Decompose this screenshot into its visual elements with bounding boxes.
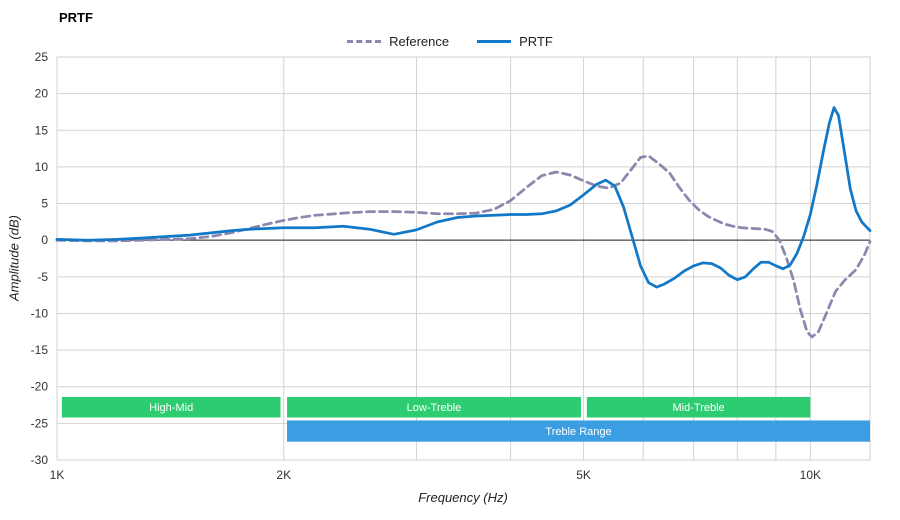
band-rect-treble-range	[287, 420, 870, 442]
series-line-reference	[55, 154, 872, 339]
y-tick-label: -20	[31, 380, 49, 394]
legend-label-reference: Reference	[389, 34, 450, 49]
y-tick-label: -10	[31, 306, 49, 320]
band-rect-high-mid	[61, 396, 281, 418]
y-axis-label: Amplitude (dB)	[6, 215, 22, 301]
y-tick-label: -25	[31, 416, 49, 430]
x-tick-label: 5K	[576, 468, 591, 482]
chart-title: PRTF	[59, 10, 93, 25]
y-tick-label: 25	[35, 50, 49, 64]
series-line-prtf	[55, 106, 872, 289]
legend-line-sample-prtf	[477, 40, 512, 43]
band-rect-mid-treble	[586, 396, 811, 418]
legend-label-prtf: PRTF	[519, 34, 553, 49]
x-axis-label: Frequency (Hz)	[418, 490, 508, 505]
y-tick-label: 10	[35, 160, 49, 174]
y-tick-label: -15	[31, 343, 49, 357]
x-tick-label: 2K	[276, 468, 291, 482]
chart-legend: Reference PRTF	[0, 34, 900, 49]
legend-item-prtf[interactable]: PRTF	[477, 34, 553, 49]
band-mid-treble: Mid-Treble	[586, 396, 811, 418]
y-tick-label: 5	[41, 197, 48, 211]
y-tick-label: 20	[35, 87, 49, 101]
legend-line-sample-reference	[347, 40, 382, 43]
band-high-mid: High-Mid	[61, 396, 281, 418]
x-tick-label: 1K	[50, 468, 65, 482]
band-label-mid-treble: Mid-Treble	[673, 402, 725, 414]
y-tick-label: -30	[31, 453, 49, 467]
plot-border	[56, 56, 871, 461]
band-label-high-mid: High-Mid	[149, 402, 193, 414]
y-tick-label: 15	[35, 123, 49, 137]
y-tick-label: 0	[41, 233, 48, 247]
band-low-treble: Low-Treble	[287, 396, 581, 418]
band-treble-range: Treble Range	[287, 420, 870, 442]
legend-item-reference[interactable]: Reference	[347, 34, 449, 49]
x-tick-label: 10K	[800, 468, 821, 482]
band-label-treble-range: Treble Range	[545, 426, 611, 438]
band-rect-low-treble	[287, 396, 581, 418]
band-label-low-treble: Low-Treble	[407, 402, 462, 414]
y-tick-label: -5	[37, 270, 48, 284]
